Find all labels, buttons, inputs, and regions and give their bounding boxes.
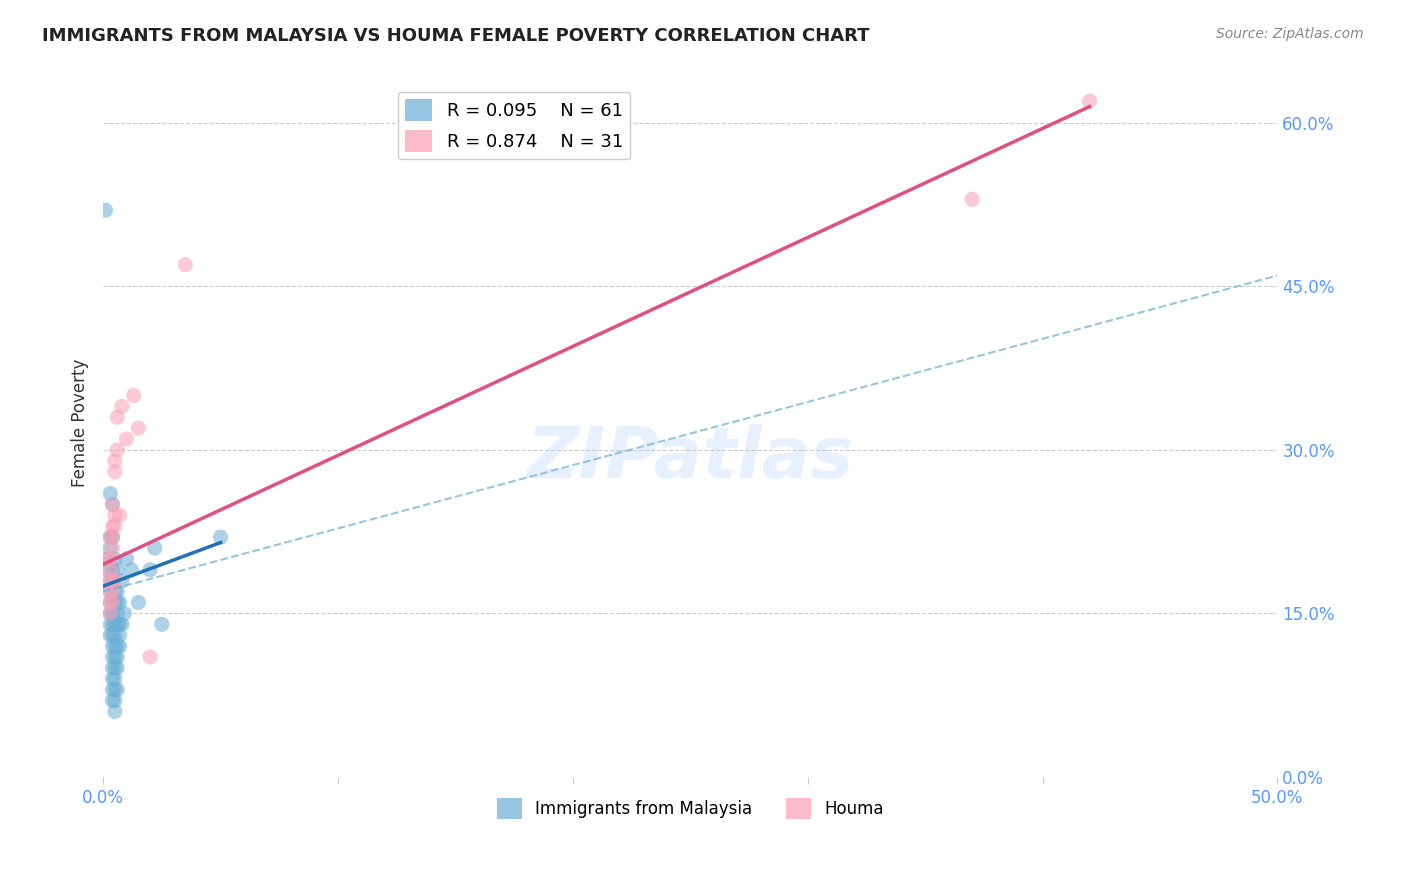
Point [98, 584, 121, 599]
Point [101, 563, 124, 577]
Point [120, 563, 142, 577]
Point [98, 563, 121, 577]
Text: ZIPatlas: ZIPatlas [527, 424, 853, 492]
Point [97, 552, 120, 566]
Point [104, 661, 127, 675]
Point [105, 442, 128, 457]
Point [101, 584, 124, 599]
Point [101, 617, 124, 632]
Text: Source: ZipAtlas.com: Source: ZipAtlas.com [1216, 27, 1364, 41]
Point [98, 574, 121, 588]
Point [115, 552, 138, 566]
Point [97, 552, 120, 566]
Point [111, 617, 134, 632]
Point [139, 563, 162, 577]
Point [105, 682, 128, 697]
Point [108, 617, 131, 632]
Point [101, 574, 124, 588]
Point [98, 628, 121, 642]
Point [105, 607, 128, 621]
Point [98, 584, 121, 599]
Point [111, 400, 134, 414]
Point [104, 519, 127, 533]
Point [98, 486, 121, 500]
Point [104, 672, 127, 686]
Point [101, 650, 124, 665]
Point [98, 607, 121, 621]
Point [101, 519, 124, 533]
Point [101, 682, 124, 697]
Point [111, 574, 134, 588]
Point [127, 595, 149, 609]
Point [94, 203, 117, 218]
Point [97, 563, 120, 577]
Point [101, 672, 124, 686]
Point [104, 617, 127, 632]
Point [101, 595, 124, 609]
Point [101, 497, 124, 511]
Y-axis label: Female Poverty: Female Poverty [72, 359, 89, 487]
Point [98, 595, 121, 609]
Point [98, 595, 121, 609]
Point [960, 192, 983, 206]
Point [108, 508, 131, 523]
Point [105, 617, 128, 632]
Point [101, 595, 124, 609]
Point [108, 595, 131, 609]
Point [1078, 94, 1101, 108]
Point [108, 628, 131, 642]
Point [101, 574, 124, 588]
Point [101, 661, 124, 675]
Point [105, 410, 128, 425]
Point [209, 530, 232, 544]
Point [101, 639, 124, 653]
Point [101, 530, 124, 544]
Point [101, 497, 124, 511]
Point [98, 574, 121, 588]
Point [139, 650, 162, 665]
Point [101, 628, 124, 642]
Point [105, 650, 128, 665]
Point [105, 595, 128, 609]
Point [104, 650, 127, 665]
Point [108, 639, 131, 653]
Point [104, 584, 127, 599]
Point [105, 584, 128, 599]
Point [98, 541, 121, 555]
Point [105, 661, 128, 675]
Point [101, 541, 124, 555]
Point [104, 639, 127, 653]
Point [104, 628, 127, 642]
Point [104, 552, 127, 566]
Point [104, 454, 127, 468]
Legend: Immigrants from Malaysia, Houma: Immigrants from Malaysia, Houma [491, 791, 890, 825]
Point [104, 574, 127, 588]
Point [150, 617, 173, 632]
Point [112, 607, 135, 621]
Point [174, 258, 197, 272]
Text: IMMIGRANTS FROM MALAYSIA VS HOUMA FEMALE POVERTY CORRELATION CHART: IMMIGRANTS FROM MALAYSIA VS HOUMA FEMALE… [42, 27, 870, 45]
Point [98, 552, 121, 566]
Point [127, 421, 149, 435]
Point [104, 465, 127, 479]
Point [115, 432, 138, 446]
Point [105, 639, 128, 653]
Point [104, 508, 127, 523]
Point [101, 693, 124, 707]
Point [143, 541, 166, 555]
Point [98, 607, 121, 621]
Point [98, 530, 121, 544]
Point [105, 563, 128, 577]
Point [101, 607, 124, 621]
Point [104, 682, 127, 697]
Point [104, 595, 127, 609]
Point [104, 693, 127, 707]
Point [122, 388, 145, 402]
Point [98, 530, 121, 544]
Point [98, 617, 121, 632]
Point [101, 530, 124, 544]
Point [104, 705, 127, 719]
